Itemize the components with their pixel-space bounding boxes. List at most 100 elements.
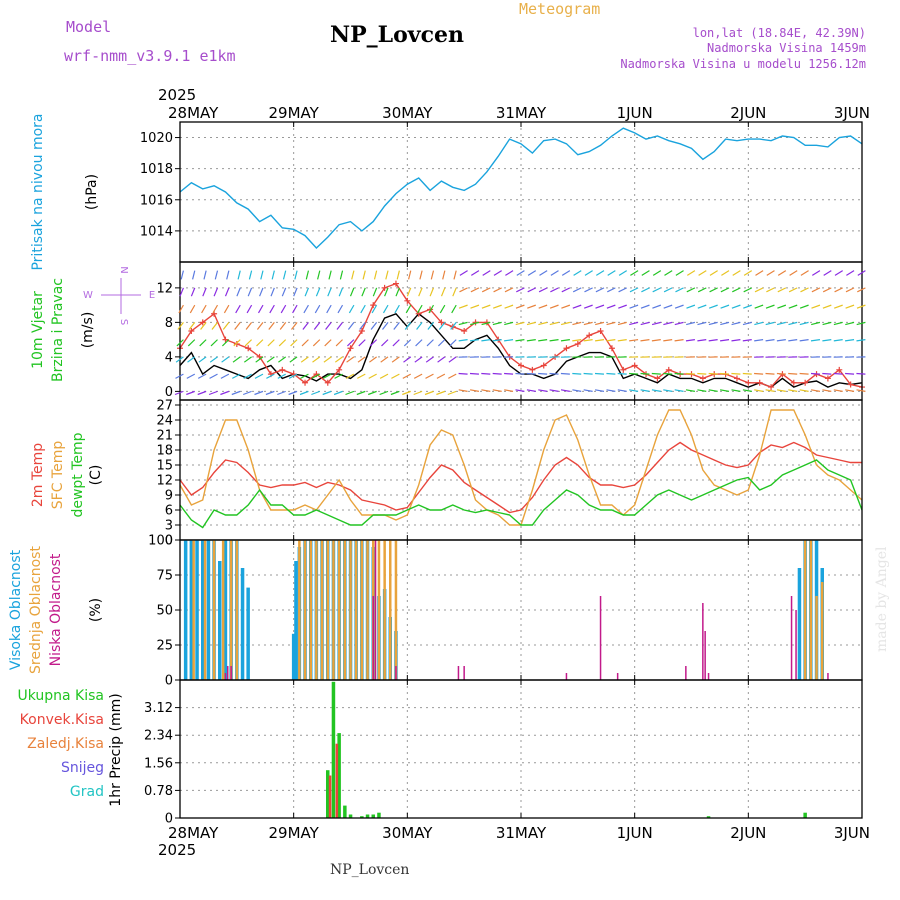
wind-barb (437, 356, 446, 363)
wind-barb (392, 339, 400, 347)
wind-barb (607, 287, 616, 293)
wind-barb (358, 339, 366, 347)
wind-barb (857, 270, 866, 276)
wind-barb (436, 373, 446, 379)
wind-barb (373, 270, 378, 280)
wind-barb (451, 304, 457, 314)
wind-barb (743, 287, 753, 293)
page-title: NP_Lovcen (330, 22, 464, 48)
wind-barb (810, 339, 821, 342)
compass-south: S (118, 319, 129, 325)
wind-barb (311, 373, 321, 379)
time-label-top: 29MAY (269, 104, 320, 122)
wind-barb (224, 287, 230, 297)
wind-gust-marker (597, 328, 604, 334)
wind-barb (293, 287, 298, 297)
wind-barb (260, 270, 264, 280)
wind-barb (186, 390, 195, 396)
precip-total-bar (348, 814, 353, 818)
wind-barb (572, 321, 582, 326)
wind-barb (402, 373, 412, 379)
wind-barb (811, 321, 821, 326)
precip-total-bar (343, 805, 347, 818)
wind-barb (481, 389, 491, 392)
wind-barb (742, 389, 752, 392)
wind-barb (458, 372, 468, 375)
y-tick-label: 21 (156, 429, 173, 444)
wind-barb (538, 339, 548, 342)
cloud-low-bar (795, 610, 797, 680)
wind-barb (674, 339, 684, 342)
wind-barb (823, 270, 832, 276)
precip-total-bar (326, 770, 330, 818)
wind-barb (190, 287, 196, 297)
wind-barb (323, 356, 332, 363)
wind-barb (279, 322, 287, 330)
wind-barb (493, 270, 502, 276)
wind-barb (776, 372, 786, 375)
precip-total-bar (706, 816, 711, 818)
wind-barb (209, 373, 218, 379)
wind-barb (799, 339, 809, 342)
time-label-bottom: 3JUN (834, 824, 870, 842)
wind-barb (742, 339, 752, 342)
wind-barb (346, 356, 355, 363)
wind-barb (629, 339, 639, 342)
wind-barb (268, 322, 275, 330)
wind-barb (810, 389, 821, 392)
wind-barb (549, 389, 559, 392)
wind-barb (288, 373, 298, 379)
compass-cross (101, 278, 141, 314)
wind-barb (370, 322, 378, 330)
wind-barb (338, 287, 344, 297)
time-label-top: 2JUN (730, 104, 766, 122)
wind-barb (442, 270, 446, 280)
cloud-mid-bar (809, 540, 813, 680)
cloud-mid-bar (309, 540, 312, 680)
wind-barb (301, 339, 309, 347)
cloud-high-bar (183, 540, 188, 680)
wind-barb (458, 321, 468, 326)
y-tick-label: 0 (165, 674, 173, 689)
wind-barb (539, 270, 548, 276)
wind-barb (334, 356, 343, 363)
wind-barb (856, 304, 866, 309)
wind-barb (800, 270, 809, 276)
wind-barb (356, 390, 366, 396)
wind-barb (652, 270, 662, 276)
wind-barb (538, 304, 548, 309)
wind-barb (560, 321, 571, 326)
wind-barb (674, 389, 684, 392)
cloud-high-bar (240, 568, 245, 680)
wind-barb (652, 287, 662, 293)
wind-barb (765, 372, 775, 375)
wind-barb (765, 304, 775, 309)
wind-barb (788, 339, 798, 342)
wind-barb (337, 304, 344, 314)
wind-gust-marker (358, 328, 365, 334)
cloud-low-bar (685, 666, 687, 680)
wind-barb (357, 356, 366, 363)
y-tick-label: 0 (165, 385, 173, 400)
wind-barb (450, 322, 457, 330)
wind-barb (708, 339, 718, 342)
wind-barb (708, 372, 718, 375)
wind-barb (428, 304, 434, 314)
wind-barb (594, 389, 605, 392)
cloud-low-bar (374, 540, 377, 680)
wind-barb (766, 270, 775, 276)
time-label-top: 31MAY (496, 104, 547, 122)
wind-barb (395, 287, 400, 297)
wind-barb (391, 356, 400, 363)
cloud-mid-bar (337, 540, 341, 680)
wind-barb (381, 339, 389, 347)
year-label-top: 2025 (158, 86, 196, 104)
wind-barb (833, 304, 843, 309)
wind-gust-marker (756, 379, 763, 386)
wind-barb (833, 321, 843, 326)
wind-barb (708, 304, 718, 309)
cloud-mid-bar (377, 540, 381, 680)
wind-barb (549, 304, 559, 309)
wind-barb (243, 356, 252, 363)
wind-barb (281, 287, 287, 297)
